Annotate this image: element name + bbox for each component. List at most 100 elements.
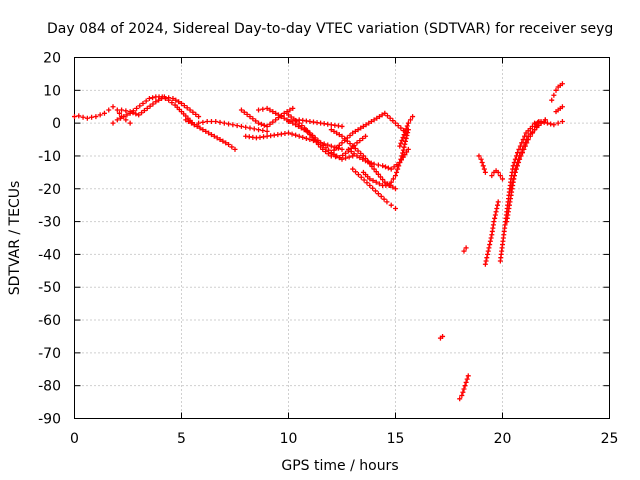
series-arc-09h — [243, 130, 345, 152]
data-point — [264, 128, 270, 134]
data-point — [203, 128, 209, 134]
data-point — [288, 114, 294, 120]
data-point — [221, 120, 227, 126]
data-point — [460, 389, 466, 395]
data-point — [353, 169, 359, 175]
data-point — [110, 104, 116, 110]
data-point — [130, 110, 136, 116]
data-point — [403, 126, 409, 132]
data-point — [361, 177, 367, 183]
data-point — [150, 95, 156, 101]
data-point — [397, 160, 403, 166]
data-point — [374, 115, 380, 121]
data-point — [193, 111, 199, 117]
data-point — [440, 333, 446, 339]
data-point — [500, 176, 505, 182]
series-arc-morning-b — [119, 94, 202, 120]
data-point — [343, 150, 349, 156]
x-tick-label: 20 — [494, 431, 512, 447]
data-point — [495, 169, 501, 175]
data-point — [380, 177, 386, 183]
data-point — [360, 153, 366, 159]
data-point — [483, 258, 489, 264]
data-point — [513, 166, 519, 172]
data-point — [333, 154, 339, 160]
data-point — [238, 107, 244, 113]
data-point — [136, 112, 142, 118]
data-point — [187, 107, 193, 113]
data-point — [72, 114, 77, 120]
data-point — [234, 123, 240, 129]
y-tick-label: -30 — [38, 215, 61, 231]
data-point — [173, 97, 179, 103]
data-point — [399, 137, 405, 143]
series-rise-20h — [497, 118, 542, 264]
data-point — [551, 122, 557, 128]
data-point — [159, 96, 165, 102]
data-point — [396, 163, 402, 169]
data-point — [378, 174, 384, 180]
data-point — [339, 140, 345, 146]
data-point — [346, 154, 352, 160]
data-point — [114, 107, 120, 113]
data-point — [525, 137, 531, 143]
data-point — [200, 127, 206, 133]
data-point — [140, 100, 146, 106]
data-point — [226, 121, 232, 127]
data-point — [404, 149, 410, 155]
y-tick-label: -40 — [38, 247, 61, 263]
series-rise-20h-c — [508, 117, 548, 192]
data-point — [276, 112, 282, 118]
data-point — [80, 114, 86, 120]
data-point — [223, 140, 229, 146]
data-point — [457, 396, 463, 402]
data-point — [508, 186, 514, 192]
data-point — [213, 118, 219, 124]
y-tick-label: -80 — [38, 379, 61, 395]
data-point — [217, 137, 223, 143]
data-point — [459, 393, 465, 399]
data-point — [352, 128, 358, 134]
data-point — [549, 97, 555, 103]
data-point — [197, 125, 203, 131]
data-point — [376, 181, 382, 187]
data-point — [402, 141, 408, 147]
data-point — [495, 202, 501, 208]
data-point — [147, 103, 153, 109]
data-point — [461, 248, 467, 254]
data-point — [238, 123, 244, 129]
data-point — [334, 130, 340, 136]
data-point — [183, 117, 189, 123]
data-point — [350, 130, 356, 136]
data-point — [529, 123, 535, 129]
series-rise-19h-b — [489, 168, 505, 182]
data-point — [76, 113, 82, 119]
series-arc-06h — [183, 117, 238, 152]
data-point — [360, 135, 366, 141]
data-point — [293, 132, 299, 138]
data-point — [127, 109, 133, 115]
data-point — [97, 112, 103, 118]
data-point — [381, 196, 387, 202]
data-point — [493, 209, 499, 215]
data-point — [348, 149, 354, 155]
data-point — [553, 87, 559, 93]
data-point — [300, 134, 306, 140]
data-point — [294, 118, 300, 124]
data-point — [368, 118, 374, 124]
data-point — [101, 110, 107, 116]
data-point — [461, 386, 467, 392]
data-point — [340, 152, 346, 158]
data-point — [378, 193, 384, 199]
data-point — [555, 120, 561, 126]
data-point — [339, 133, 345, 139]
data-point — [373, 188, 379, 194]
data-point — [401, 144, 407, 150]
data-point — [278, 114, 284, 120]
data-point — [119, 107, 125, 113]
data-point — [247, 125, 253, 131]
data-point — [345, 146, 351, 152]
data-point — [559, 118, 565, 124]
data-point — [320, 146, 326, 152]
data-point — [487, 238, 493, 244]
